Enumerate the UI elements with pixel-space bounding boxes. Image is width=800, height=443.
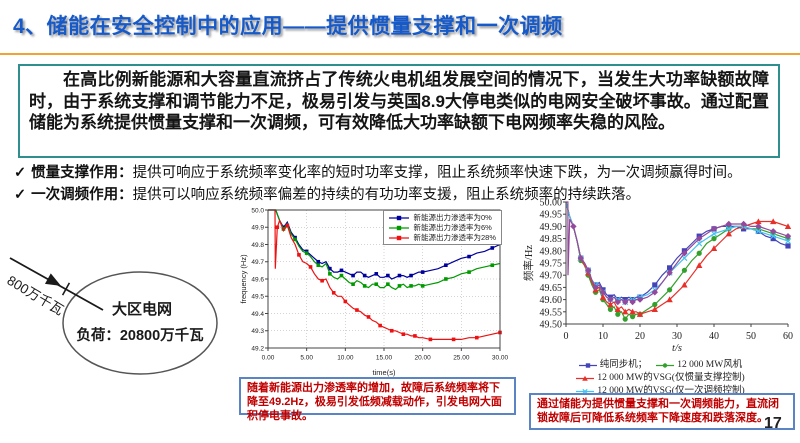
svg-text:49.80: 49.80 <box>540 246 563 257</box>
svg-text:49.6: 49.6 <box>251 276 264 283</box>
svg-text:20: 20 <box>635 331 645 342</box>
svg-text:49.65: 49.65 <box>540 283 563 294</box>
chart2-plot: 0 10 20 30 40 50 6049.5049.5549.6049.6549.7049… <box>522 198 793 355</box>
svg-text:40: 40 <box>709 331 719 342</box>
svg-text:0.00: 0.00 <box>262 355 275 362</box>
ellipse-title: 大区电网 <box>112 300 172 318</box>
svg-text:30: 30 <box>672 331 682 342</box>
svg-text:49.70: 49.70 <box>540 271 563 282</box>
svg-text:30.00: 30.00 <box>492 355 509 362</box>
legend-item: 新能源出力渗透率为6% <box>388 223 496 232</box>
tick-mark <box>61 282 71 296</box>
arrowhead-icon <box>44 273 61 286</box>
ellipse-load: 负荷：20800万千瓦 <box>76 326 204 344</box>
legend-marker-x-icon <box>576 388 595 395</box>
legend-marker-square-icon <box>389 225 410 230</box>
chart1-legend: 新能源出力渗透率为0% 新能源出力渗透率为6% 新能源出力渗透率为28% <box>383 210 502 245</box>
grid-ellipse <box>62 271 218 375</box>
svg-text:t/s: t/s <box>672 343 682 354</box>
penetration-frequency-chart: 0.00 5.00 10.00 15.00 20.00 25.00 30.00 49.2 49.… <box>238 202 510 378</box>
svg-text:49.85: 49.85 <box>540 234 563 245</box>
legend-item: 新能源出力渗透率为0% <box>388 213 496 222</box>
callout-storage-benefit: 通过储能为提供惯量支撑和一次调频能力，直流闭锁故障后可降低系统频率下降速度和跌落… <box>529 393 795 430</box>
svg-text:49.3: 49.3 <box>251 328 264 335</box>
svg-text:49.5: 49.5 <box>251 294 264 301</box>
legend-item: 新能源出力渗透率为28% <box>388 233 496 242</box>
svg-text:10.00: 10.00 <box>337 355 354 362</box>
svg-text:50.0: 50.0 <box>251 207 264 214</box>
bullet-text: 提供可响应于系统频率变化率的短时功率支撑，阻止系统频率快速下跌，为一次调频赢得时… <box>132 165 742 181</box>
svg-text:频率/Hz: 频率/Hz <box>522 245 535 281</box>
legend-item: 纯同步机； <box>578 359 647 372</box>
svg-text:60: 60 <box>783 331 793 342</box>
svg-text:49.60: 49.60 <box>540 295 563 306</box>
infeed-label: 800万千瓦 <box>4 273 66 318</box>
bullet-primary-frequency: ✓ 一次调频作用：提供可以响应系统频率偏差的持续的有功功率支援，阻止系统频率的持… <box>14 184 796 206</box>
legend-marker-circle-icon <box>656 363 675 368</box>
svg-text:0: 0 <box>564 331 569 342</box>
svg-text:50: 50 <box>746 331 756 342</box>
check-icon: ✓ <box>14 187 27 203</box>
svg-text:49.8: 49.8 <box>251 242 264 249</box>
page-number: 17 <box>764 415 782 432</box>
svg-text:time(s): time(s) <box>373 368 396 377</box>
svg-text:49.9: 49.9 <box>251 225 264 232</box>
svg-text:frequency (Hz): frequency (Hz) <box>239 254 248 304</box>
svg-text:49.55: 49.55 <box>540 307 563 318</box>
callout-penetration-risk: 随着新能源出力渗透率的增加，故障后系统频率将下降至49.2Hz，极易引发低频减载… <box>239 377 516 422</box>
legend-item: 12 000 MW的VSG(仅一次调频控制) <box>575 385 745 398</box>
svg-text:49.4: 49.4 <box>251 311 264 318</box>
bullet-label: 一次调频作用： <box>31 187 133 203</box>
svg-text:15.00: 15.00 <box>376 355 393 362</box>
legend-item: 12 000 MW风机 <box>655 359 742 372</box>
legend-marker-square-icon <box>578 363 597 368</box>
svg-text:49.90: 49.90 <box>540 222 563 233</box>
svg-text:49.95: 49.95 <box>540 210 563 221</box>
legend-marker-square-icon <box>389 215 410 220</box>
chart1-plot: 0.00 5.00 10.00 15.00 20.00 25.00 30.00 49.2 49.… <box>239 207 509 377</box>
svg-text:49.50: 49.50 <box>540 320 563 331</box>
svg-text:20.00: 20.00 <box>415 355 432 362</box>
svg-text:49.2: 49.2 <box>251 345 264 352</box>
legend-marker-triangle-icon <box>576 375 595 381</box>
bullet-inertia-support: ✓ 惯量支撑作用：提供可响应于系统频率变化率的短时功率支撑，阻止系统频率快速下跌… <box>14 162 796 184</box>
vsg-control-chart: 0 10 20 30 40 50 60 49.50 49.55 49.60 49.65 49.70 49… <box>520 194 800 410</box>
grid-diagram: 800万千瓦 大区电网 负荷：20800万千瓦 <box>4 257 218 375</box>
bullet-text: 提供可以响应系统频率偏差的持续的有功功率支援，阻止系统频率的持续跌落。 <box>132 187 641 203</box>
svg-text:10: 10 <box>598 331 608 342</box>
svg-text:49.7: 49.7 <box>251 259 264 266</box>
svg-text:50.00: 50.00 <box>540 198 563 209</box>
svg-text:5.00: 5.00 <box>300 355 313 362</box>
legend-marker-square-icon <box>389 235 410 240</box>
summary-box: 在高比例新能源和大容量直流挤占了传统火电机组发展空间的情况下，当发生大功率缺额故… <box>18 64 780 158</box>
title-divider <box>0 53 800 55</box>
bullet-label: 惯量支撑作用： <box>31 165 133 181</box>
summary-text: 在高比例新能源和大容量直流挤占了传统火电机组发展空间的情况下，当发生大功率缺额故… <box>29 70 769 132</box>
svg-text:49.75: 49.75 <box>540 259 563 270</box>
bullet-list: ✓ 惯量支撑作用：提供可响应于系统频率变化率的短时功率支撑，阻止系统频率快速下跌… <box>14 162 796 206</box>
page-title: 4、储能在安全控制中的应用——提供惯量支撑和一次调频 <box>13 15 563 38</box>
legend-item: 12 000 MW的VSG(仅惯量支撑控制) <box>575 372 745 385</box>
check-icon: ✓ <box>14 165 27 181</box>
svg-text:25.00: 25.00 <box>453 355 470 362</box>
